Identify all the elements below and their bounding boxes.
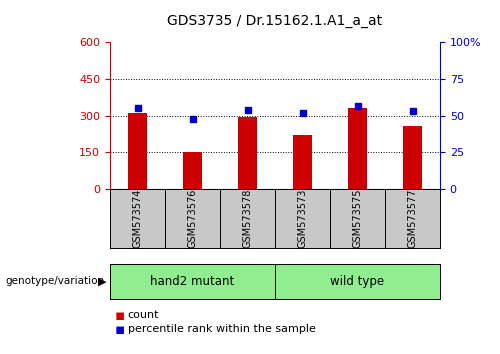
Text: GSM573573: GSM573573: [298, 189, 308, 248]
Bar: [348, 108, 367, 189]
FancyBboxPatch shape: [275, 264, 440, 299]
Text: ▶: ▶: [98, 276, 107, 286]
Bar: [128, 113, 147, 189]
Text: percentile rank within the sample: percentile rank within the sample: [128, 324, 316, 334]
Text: GSM573576: GSM573576: [188, 189, 198, 248]
Text: GSM573578: GSM573578: [242, 189, 252, 248]
FancyBboxPatch shape: [110, 264, 275, 299]
Text: genotype/variation: genotype/variation: [5, 276, 104, 286]
Text: GSM573574: GSM573574: [132, 189, 142, 248]
Text: ▪: ▪: [115, 322, 126, 337]
Text: hand2 mutant: hand2 mutant: [150, 275, 234, 288]
Text: count: count: [128, 310, 159, 320]
Text: GDS3735 / Dr.15162.1.A1_a_at: GDS3735 / Dr.15162.1.A1_a_at: [168, 14, 382, 28]
Text: GSM573575: GSM573575: [352, 189, 362, 248]
Text: wild type: wild type: [330, 275, 384, 288]
Bar: [238, 117, 257, 189]
Bar: [183, 153, 202, 189]
Bar: [403, 126, 422, 189]
Text: ▪: ▪: [115, 308, 126, 322]
Bar: [293, 135, 312, 189]
Text: GSM573577: GSM573577: [408, 189, 418, 248]
